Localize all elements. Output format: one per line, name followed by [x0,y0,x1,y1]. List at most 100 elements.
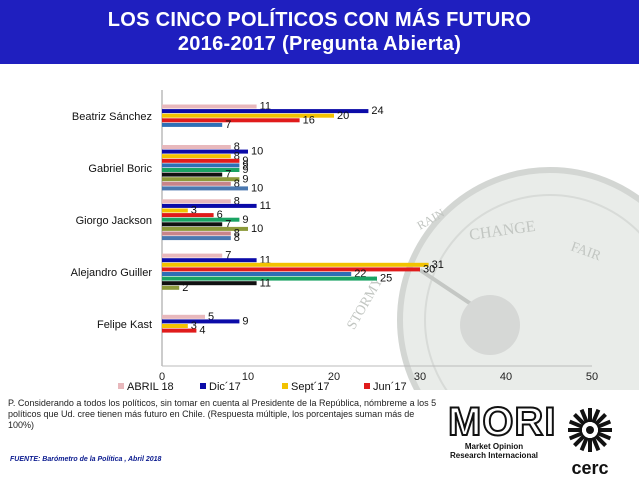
bar-value-label: 10 [251,183,263,195]
bar-value-label: 4 [199,325,205,337]
bar [162,226,248,231]
bar [162,158,240,163]
cerc-logo: cerc [568,408,612,476]
chart-title: LOS CINCO POLÍTICOS CON MÁS FUTURO [107,9,532,31]
cerc-ray [591,408,601,424]
bar-value-label: 7 [225,218,231,230]
category-label: Giorgo Jackson [76,215,152,227]
bar-value-label: 9 [242,316,248,328]
mori-logo-word: MORI [447,400,557,444]
bar-value-label: 8 [234,178,240,190]
bar [162,109,369,114]
bar-value-label: 7 [225,169,231,181]
bar [162,231,231,236]
bar [162,199,231,204]
bar [162,222,223,227]
bar [162,145,231,149]
bar-value-label: 8 [234,141,240,153]
bar-value-label: 8 [234,195,240,207]
bar-value-label: 20 [337,110,349,122]
bar [162,236,231,241]
x-tick-label: 20 [328,371,340,383]
chart-subtitle: 2016-2017 (Pregunta Abierta) [177,33,462,55]
cerc-ray [579,436,589,452]
bar [162,154,231,159]
bar-value-label: 2 [182,282,188,294]
title-bar: LOS CINCO POLÍTICOS CON MÁS FUTURO 2016-… [0,0,639,64]
bar [162,217,240,222]
bar [162,253,223,258]
x-tick-label: 0 [159,371,165,383]
bar-value-label: 8 [234,228,240,240]
bar-value-label: 16 [303,114,315,126]
cerc-ray [573,413,586,426]
cerc-ray [573,434,586,447]
bar [162,177,240,182]
bar [162,208,188,213]
bar-value-label: 11 [260,254,271,266]
bar-value-label: 6 [217,209,223,221]
legend-swatch [282,383,288,389]
bar [162,272,352,276]
bar-value-label: 9 [242,214,248,226]
bar-value-label: 9 [242,160,248,172]
bar-value-label: 10 [251,146,263,158]
bar-value-label: 7 [225,250,231,262]
bar [162,319,240,324]
mori-logo-sub2: Research Internacional [449,451,539,460]
category-label: Gabriel Boric [88,163,152,175]
cerc-ray [579,408,589,424]
bar [162,186,248,191]
bar [162,104,257,109]
mori-logo: MORI Market Opinion Research Internacion… [447,400,557,460]
cerc-ray [594,413,607,426]
bar-value-label: 11 [260,101,271,113]
bar [162,203,257,208]
bar [162,328,197,333]
bar-value-label: 8 [234,150,240,162]
bar [162,267,420,272]
x-tick-label: 10 [242,371,254,383]
bar-value-label: 5 [208,311,214,323]
bar [162,281,257,286]
bar-value-label: 11 [260,200,271,212]
cerc-ray [596,419,612,429]
bar-value-label: 3 [191,320,197,332]
bar-value-label: 9 [242,155,248,167]
bar [162,324,188,328]
legend-swatch [118,383,124,389]
bar [162,113,334,118]
bar [162,163,240,168]
cerc-ray [568,431,584,441]
bar-value-label: 24 [371,105,383,117]
bar [162,285,180,290]
category-label: Felipe Kast [97,319,152,331]
legend-label: Sept´17 [291,381,330,393]
legend-swatch [200,383,206,389]
bar [162,149,248,154]
question-note: P. Considerando a todos los políticos, s… [8,398,437,430]
cerc-ray [568,419,584,429]
bar [162,168,240,172]
bar-value-label: 25 [380,273,392,285]
bar-value-label: 9 [242,164,248,176]
bar-value-label: 3 [191,205,197,217]
bar-value-label: 7 [225,119,231,131]
category-label: Alejandro Guiller [71,267,153,279]
bar [162,122,223,127]
bar [162,172,223,177]
bar-value-label: 30 [423,264,435,276]
mori-logo-sub1: Market Opinion [464,442,524,451]
bar [162,213,214,218]
legend-swatch [364,383,370,389]
bar [162,181,231,186]
bar [162,314,205,319]
barometer-background: CHANGE FAIR STORMY RAIN [344,167,639,390]
bar [162,118,300,123]
bar [162,262,429,267]
legend-label: Jun´17 [373,381,407,393]
bar [162,276,377,281]
source-line: FUENTE: Barómetro de la Política , Abril… [10,456,162,463]
bar-value-label: 10 [251,223,263,235]
cerc-ray [591,436,601,452]
